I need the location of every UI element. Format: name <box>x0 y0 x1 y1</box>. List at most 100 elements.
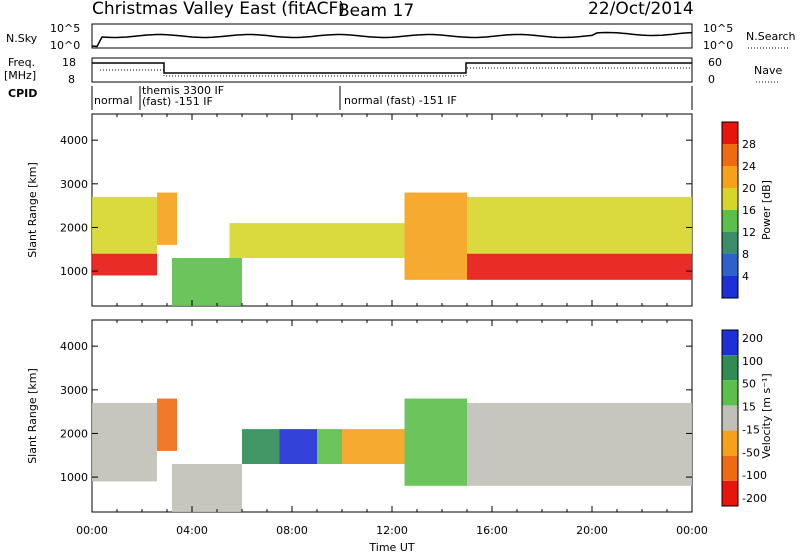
date-label: 22/Oct/2014 <box>588 0 694 19</box>
data-region-9 <box>467 402 692 486</box>
y-tick-label: 3000 <box>60 178 88 191</box>
colorbar-tick-label: 8 <box>742 248 749 261</box>
colorbar-tick-label: -100 <box>742 469 767 482</box>
nave-trace <box>100 67 692 77</box>
x-tick-label: 16:00 <box>476 524 508 537</box>
freq-trace <box>92 62 692 74</box>
freq-unit-label: [MHz] <box>4 69 36 82</box>
velocity-data <box>92 398 692 512</box>
y-tick-label: 3000 <box>60 384 88 397</box>
colorbar-swatch <box>722 430 738 456</box>
x-tick-label: 12:00 <box>376 524 408 537</box>
nsky-label: N.Sky <box>6 32 38 45</box>
data-region-2 <box>92 196 157 254</box>
nsearch-tick-bottom: 10^0 <box>703 39 733 52</box>
freq-panel: Freq. [MHz] 18 8 60 0 Nave <box>4 56 782 86</box>
data-region-1 <box>92 402 157 482</box>
data-region-3 <box>172 464 242 512</box>
velocity-panel <box>91 319 693 513</box>
nsky-trace <box>91 31 693 48</box>
colorbar-tick-label: 12 <box>742 226 756 239</box>
data-region-4 <box>242 429 280 464</box>
x-tick-label: 20:00 <box>576 524 608 537</box>
colorbar-swatch <box>722 405 738 431</box>
nsearch-label: N.Search <box>746 30 796 43</box>
data-region-7 <box>467 253 692 280</box>
nsky-tick-top: 10^5 <box>50 22 80 35</box>
freq-tick-top: 18 <box>62 56 76 69</box>
colorbar-tick-label: 100 <box>742 355 763 368</box>
x-axis-label: Time UT <box>368 541 414 554</box>
colorbar-tick-label: 4 <box>742 270 749 283</box>
nave-label: Nave <box>754 64 782 77</box>
colorbar-tick-label: 28 <box>742 138 756 151</box>
data-region-8 <box>467 196 692 254</box>
nsky-panel: N.Sky 10^5 10^0 10^5 10^0 N.Search <box>6 22 796 52</box>
freq-tick-bottom: 8 <box>68 73 75 86</box>
colorbar-tick-label: 16 <box>742 204 756 217</box>
data-region-8 <box>404 398 467 486</box>
colorbar-swatch <box>722 330 738 356</box>
data-region-6 <box>317 429 342 464</box>
cpid-segment-1: normal <box>94 94 133 107</box>
power-colorbar-label: Power [dB] <box>760 180 773 240</box>
colorbar-swatch <box>722 455 738 481</box>
velocity-ylabel: Slant Range [km] <box>26 368 39 464</box>
colorbar-swatch <box>722 276 738 298</box>
y-tick-label: 2000 <box>60 221 88 234</box>
colorbar-tick-label: -15 <box>742 423 760 436</box>
y-tick-label: 1000 <box>60 471 88 484</box>
y-tick-label: 4000 <box>60 340 88 353</box>
nave-tick-top: 60 <box>708 56 722 69</box>
colorbar-swatch <box>722 254 738 276</box>
cpid-label: CPID <box>8 87 37 100</box>
colorbar-tick-label: 15 <box>742 401 756 414</box>
x-tick-label: 00:00 <box>76 524 108 537</box>
velocity-colorbar: 200 100 50 15 -15 -50 -100 -200 <box>721 329 767 507</box>
y-tick-label: 1000 <box>60 265 88 278</box>
colorbar-tick-label: 20 <box>742 182 756 195</box>
power-data <box>92 192 692 306</box>
nsearch-tick-top: 10^5 <box>703 22 733 35</box>
cpid-row: CPID normal themis 3300 IF (fast) -151 I… <box>8 84 693 110</box>
data-region-5 <box>279 429 317 464</box>
x-tick-label: 08:00 <box>276 524 308 537</box>
y-tick-label: 4000 <box>60 134 88 147</box>
colorbar-swatch <box>722 188 738 210</box>
cpid-segment-2-line2: (fast) -151 IF <box>142 95 213 108</box>
beam-label: Beam 17 <box>338 1 414 21</box>
x-tick-label: 00:00 <box>676 524 708 537</box>
colorbar-swatch <box>722 166 738 188</box>
colorbar-tick-label: 50 <box>742 378 756 391</box>
velocity-colorbar-label: Velocity [m s⁻¹] <box>760 373 773 458</box>
colorbar-tick-label: -50 <box>742 446 760 459</box>
power-ylabel: Slant Range [km] <box>26 162 39 258</box>
freq-label: Freq. <box>8 56 35 69</box>
colorbar-swatch <box>722 355 738 381</box>
colorbar-swatch <box>722 232 738 254</box>
nave-tick-bottom: 0 <box>708 73 715 86</box>
cpid-segment-2-line1: themis 3300 IF <box>142 84 224 97</box>
colorbar-tick-label: -200 <box>742 492 767 505</box>
x-tick-label: 04:00 <box>176 524 208 537</box>
data-region-3 <box>157 192 177 245</box>
colorbar-swatch <box>722 144 738 166</box>
colorbar-tick-label: 200 <box>742 332 763 345</box>
y-tick-label: 2000 <box>60 427 88 440</box>
colorbar-swatch <box>722 480 738 506</box>
colorbar-swatch <box>722 380 738 406</box>
power-colorbar: 4 8 12 16 20 24 28 <box>721 121 756 299</box>
cpid-segment-3: normal (fast) -151 IF <box>344 94 457 107</box>
axes-layer: 1000 2000 3000 4000 1000 2000 3000 4000 00:00 04:… <box>60 114 708 537</box>
plot-title: Christmas Valley East (fitACF) <box>92 0 345 19</box>
power-panel <box>91 113 693 307</box>
nsky-tick-bottom: 10^0 <box>50 39 80 52</box>
colorbar-swatch <box>722 210 738 232</box>
colorbar-tick-label: 24 <box>742 160 756 173</box>
data-region-1 <box>92 253 157 276</box>
data-region-6 <box>404 192 467 280</box>
colorbar-swatch <box>722 122 738 144</box>
data-region-5 <box>229 223 405 258</box>
data-region-7 <box>342 429 405 464</box>
